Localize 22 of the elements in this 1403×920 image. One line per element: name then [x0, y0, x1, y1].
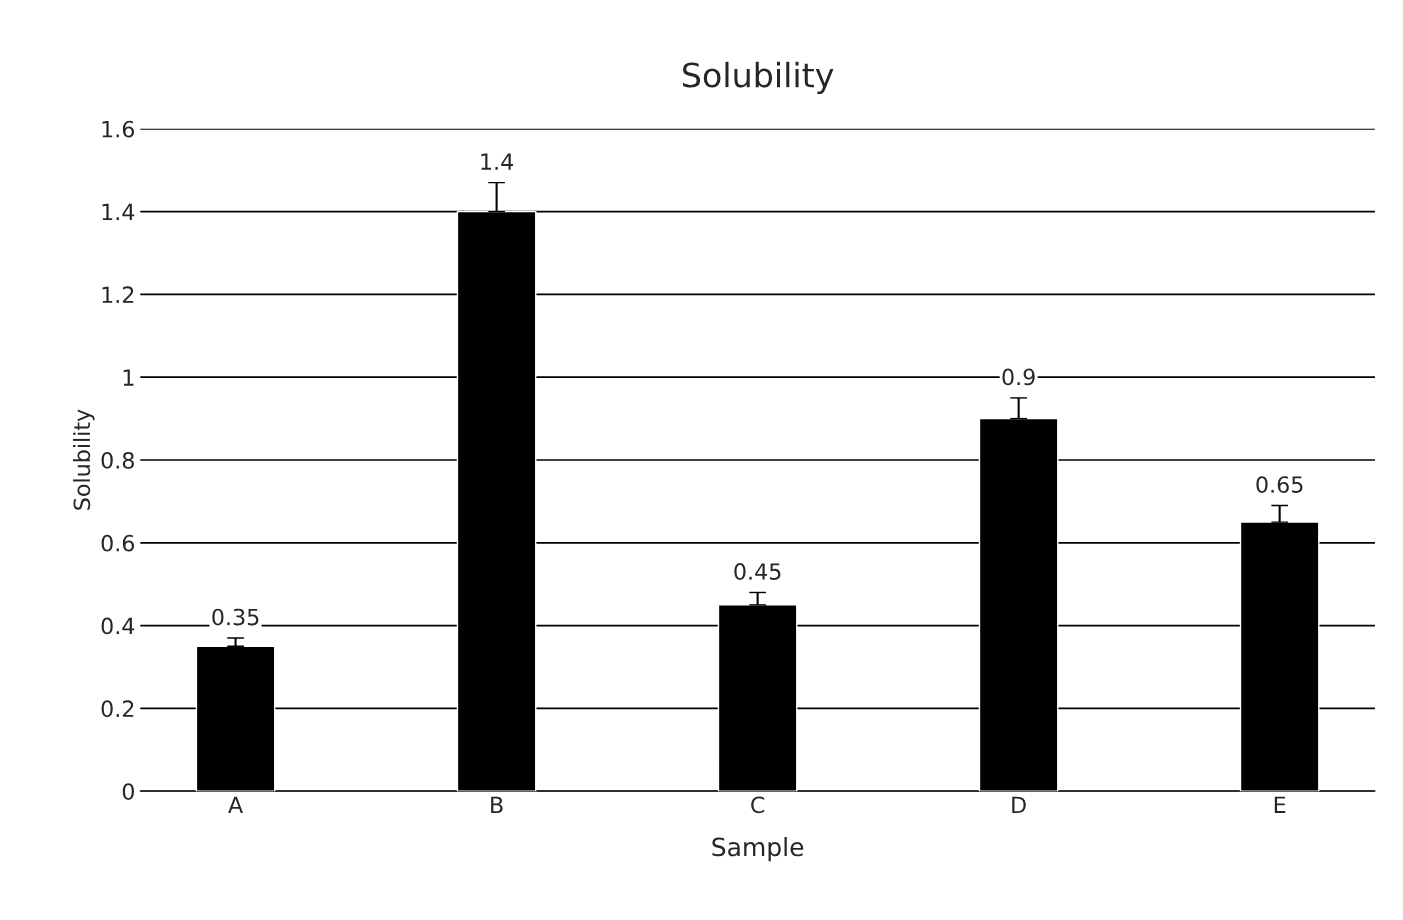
x-tick-label: D — [1012, 796, 1026, 813]
y-tick-label: 0.8 — [101, 451, 134, 469]
data-label: 0.9 — [1002, 368, 1035, 386]
data-label: 0.65 — [1256, 476, 1303, 493]
data-label: 1.4 — [481, 153, 514, 170]
y-tick-label: 0 — [122, 783, 134, 800]
y-tick-label: 1.4 — [102, 203, 135, 221]
y-tick-label: 0.2 — [101, 700, 134, 718]
y-tick-label: 1 — [123, 369, 134, 386]
y-axis-title: Solubility — [73, 409, 95, 510]
x-tick-label: B — [491, 796, 503, 813]
y-tick-label: 0.4 — [101, 617, 135, 635]
y-tick-label: 1.6 — [102, 120, 135, 138]
chart-title: Solubility — [682, 61, 834, 95]
x-tick-label: C — [751, 796, 765, 814]
y-tick-label: 0.6 — [101, 534, 135, 552]
x-tick-label: E — [1274, 796, 1286, 813]
x-tick-label: A — [228, 796, 243, 813]
data-label: 0.35 — [212, 608, 259, 626]
x-axis-title: Sample — [712, 837, 804, 862]
y-tick-label: 1.2 — [102, 286, 134, 303]
data-label: 0.45 — [734, 563, 781, 580]
